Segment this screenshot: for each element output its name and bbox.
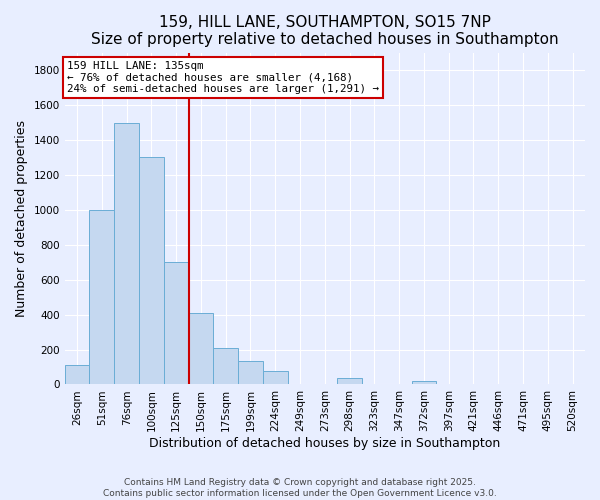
Bar [337, 378, 362, 384]
Title: 159, HILL LANE, SOUTHAMPTON, SO15 7NP
Size of property relative to detached hous: 159, HILL LANE, SOUTHAMPTON, SO15 7NP Si… [91, 15, 559, 48]
Text: 159 HILL LANE: 135sqm
← 76% of detached houses are smaller (4,168)
24% of semi-d: 159 HILL LANE: 135sqm ← 76% of detached … [67, 61, 379, 94]
Bar [89, 210, 114, 384]
Bar [139, 158, 164, 384]
Bar [65, 366, 89, 384]
Bar [114, 122, 139, 384]
Bar [412, 381, 436, 384]
Text: Contains HM Land Registry data © Crown copyright and database right 2025.
Contai: Contains HM Land Registry data © Crown c… [103, 478, 497, 498]
Bar [214, 348, 238, 385]
Bar [164, 262, 188, 384]
Bar [188, 313, 214, 384]
Bar [238, 361, 263, 384]
Y-axis label: Number of detached properties: Number of detached properties [15, 120, 28, 317]
X-axis label: Distribution of detached houses by size in Southampton: Distribution of detached houses by size … [149, 437, 500, 450]
Bar [263, 372, 287, 384]
